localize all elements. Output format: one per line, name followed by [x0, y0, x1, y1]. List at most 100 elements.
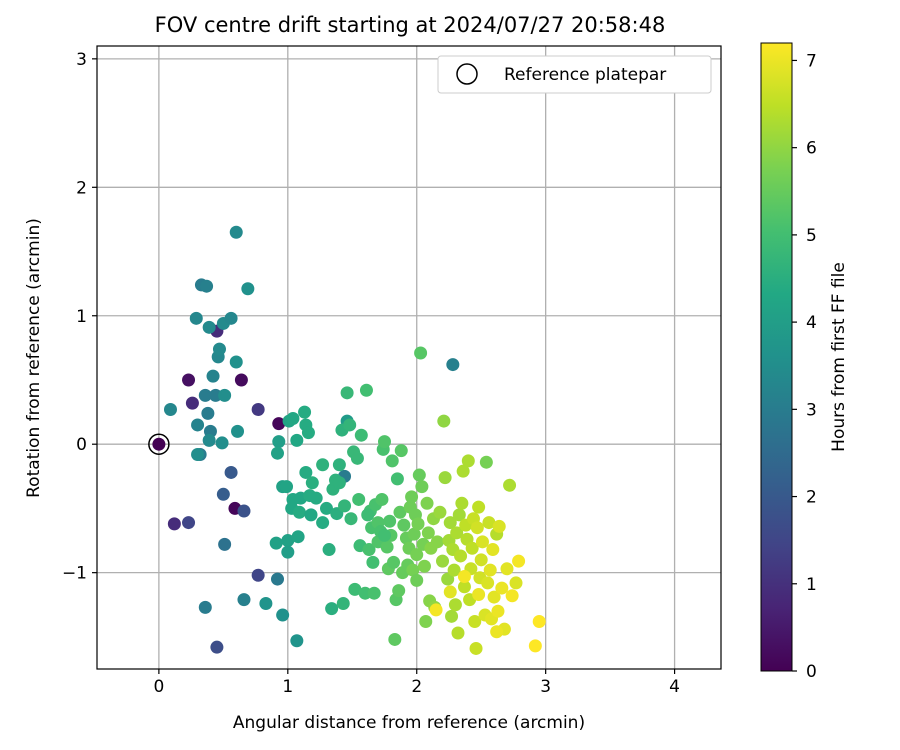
data-point — [286, 412, 300, 426]
data-point — [237, 504, 251, 518]
data-point — [470, 521, 484, 535]
data-point — [241, 282, 255, 296]
data-point — [383, 514, 397, 528]
data-point — [191, 447, 205, 461]
data-point — [292, 505, 306, 519]
data-point — [276, 608, 290, 622]
data-point — [198, 388, 212, 402]
data-point — [469, 641, 483, 655]
data-point — [189, 311, 203, 325]
colorbar: 0 1 2 3 4 5 6 7 Hours from first FF file — [760, 42, 849, 682]
data-point — [475, 535, 489, 549]
data-point — [397, 518, 411, 532]
data-point — [202, 433, 216, 447]
data-point — [332, 458, 346, 472]
data-point — [350, 451, 364, 465]
data-point — [417, 559, 431, 573]
data-point — [483, 563, 497, 577]
data-point — [429, 603, 443, 617]
data-point — [452, 508, 466, 522]
data-point — [532, 614, 546, 628]
data-point — [301, 426, 315, 440]
data-point — [387, 555, 401, 569]
data-point — [448, 598, 462, 612]
data-point — [430, 535, 444, 549]
colorbar-tick-label: 7 — [806, 51, 817, 71]
data-point — [509, 576, 523, 590]
data-point — [290, 433, 304, 447]
data-point — [336, 596, 350, 610]
x-tick-label: 2 — [411, 677, 422, 697]
data-point — [457, 570, 471, 584]
data-point — [325, 602, 339, 616]
data-point — [305, 476, 319, 490]
gridlines — [97, 46, 721, 669]
data-point — [438, 471, 452, 485]
data-point — [450, 526, 464, 540]
data-point — [215, 436, 229, 450]
x-tick-label: 4 — [669, 677, 680, 697]
data-point — [272, 417, 286, 431]
y-tick-label: 2 — [76, 178, 87, 198]
data-point — [406, 563, 420, 577]
x-axis-ticks: 0 1 2 3 4 — [153, 669, 680, 697]
data-point — [414, 346, 428, 360]
data-point — [359, 383, 373, 397]
chart-title: FOV centre drift starting at 2024/07/27 … — [155, 13, 666, 37]
data-point — [380, 540, 394, 554]
data-point — [298, 405, 312, 419]
data-point — [229, 225, 243, 239]
data-point — [388, 632, 402, 646]
data-point — [216, 487, 230, 501]
data-point — [201, 406, 215, 420]
data-point — [394, 444, 408, 458]
data-point — [393, 505, 407, 519]
data-point — [436, 554, 450, 568]
data-point — [352, 492, 366, 506]
data-point — [316, 458, 330, 472]
data-point — [299, 465, 313, 479]
data-points — [163, 225, 546, 655]
data-point — [528, 639, 542, 653]
data-point — [500, 562, 514, 576]
data-point — [474, 553, 488, 567]
data-point — [482, 516, 496, 530]
data-point — [378, 435, 392, 449]
data-point — [259, 596, 273, 610]
colorbar-tick-label: 3 — [806, 400, 817, 420]
data-point — [212, 342, 226, 356]
data-point — [503, 478, 517, 492]
data-point — [451, 626, 465, 640]
data-point — [251, 403, 265, 417]
data-point — [272, 435, 286, 449]
data-point — [234, 373, 248, 387]
data-point — [332, 476, 346, 490]
data-point — [354, 428, 368, 442]
data-point — [468, 614, 482, 628]
legend: Reference platepar — [437, 55, 712, 94]
data-point — [361, 508, 375, 522]
colorbar-tick-label: 2 — [806, 488, 817, 508]
data-point — [410, 548, 424, 562]
data-point — [456, 464, 470, 478]
data-point — [420, 496, 434, 510]
data-point — [229, 355, 243, 369]
data-point — [419, 614, 433, 628]
colorbar-gradient — [760, 42, 793, 672]
data-point — [445, 609, 459, 623]
data-point — [375, 492, 389, 506]
y-tick-label: 0 — [76, 435, 87, 455]
data-point — [366, 555, 380, 569]
y-axis-ticks: −1 0 1 2 3 — [62, 50, 97, 584]
data-point — [185, 396, 199, 410]
data-point — [410, 573, 424, 587]
data-point — [218, 537, 232, 551]
data-point — [443, 585, 457, 599]
y-tick-label: 1 — [76, 307, 87, 327]
data-point — [304, 508, 318, 522]
data-point — [340, 386, 354, 400]
data-point — [182, 516, 196, 530]
data-point — [481, 576, 495, 590]
data-point — [319, 501, 333, 515]
data-point — [491, 604, 505, 618]
